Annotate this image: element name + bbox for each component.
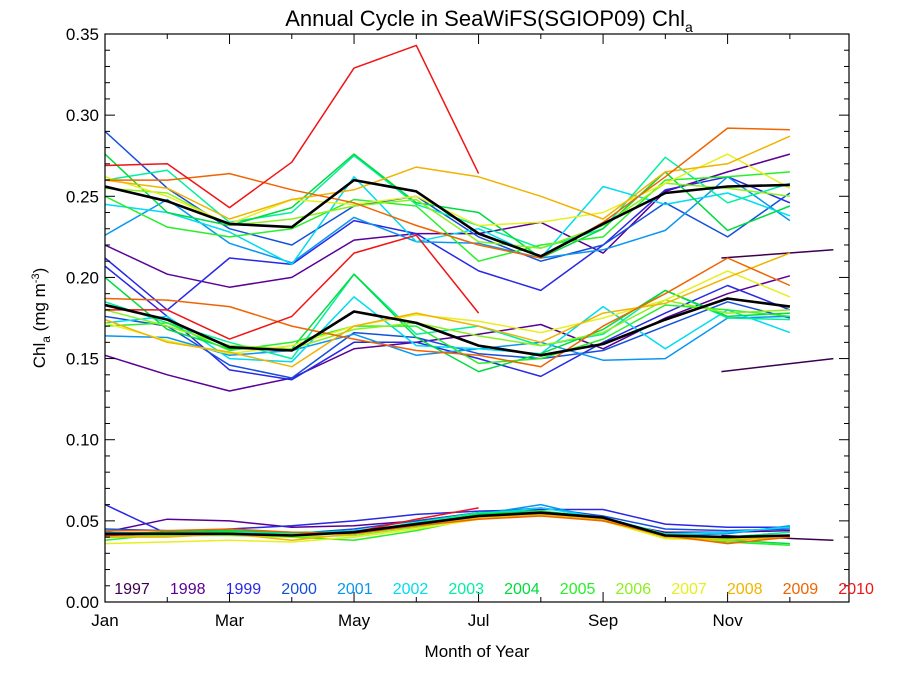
series-line-1999-1 xyxy=(105,176,791,311)
y-tick-label: 0.30 xyxy=(66,106,99,125)
legend-item-2009: 2009 xyxy=(783,581,819,598)
series-line-1998-2 xyxy=(105,275,791,392)
y-axis-label-units: (mg m xyxy=(30,283,49,336)
series-line-1997-1 xyxy=(721,249,834,259)
y-tick-label: 0.15 xyxy=(66,350,99,369)
series-line-2007-3 xyxy=(105,513,790,545)
plot-area xyxy=(105,44,834,546)
series-line-2004-2 xyxy=(105,273,790,373)
series-line-mean-3 xyxy=(105,511,790,539)
tick-layer: 0.00 0.05 0.10 0.15 0.20 0.25 0.30 0.35 Jan Mar Ma… xyxy=(66,25,849,630)
legend-item-2006: 2006 xyxy=(616,581,652,598)
y-axis-label-exponent: -3 xyxy=(30,273,42,283)
series-line-2004-1 xyxy=(105,153,791,259)
x-tick-label: May xyxy=(338,611,371,630)
series-line-2007-2 xyxy=(105,270,791,355)
legend: 1997 1998 1999 2000 2001 2002 2003 2004 2005 2006… xyxy=(114,581,874,598)
y-tick-label: 0.10 xyxy=(66,431,99,450)
series-line-2010-1 xyxy=(105,44,480,209)
x-tick-label: Jul xyxy=(468,611,490,630)
chart-title: Annual Cycle in SeaWiFS(SGIOP09) Chla xyxy=(285,6,693,35)
series-line-2008-1 xyxy=(105,135,791,220)
y-axis-label-subscript: a xyxy=(39,336,53,343)
series-line-2005-2 xyxy=(105,304,790,365)
x-tick-label: Mar xyxy=(215,611,245,630)
series-line-mean-2 xyxy=(105,297,791,357)
series-2010 xyxy=(105,44,480,537)
series-line-mean-1 xyxy=(105,178,790,258)
series-line-2009-2 xyxy=(105,257,791,368)
series-line-2009-1 xyxy=(105,127,790,259)
y-tick-label: 0.00 xyxy=(66,593,99,612)
legend-item-2001: 2001 xyxy=(337,581,373,598)
legend-item-1998: 1998 xyxy=(170,581,206,598)
series-line-1997-2 xyxy=(721,357,834,373)
legend-item-1997: 1997 xyxy=(114,581,150,598)
chart-title-subscript: a xyxy=(685,19,693,35)
y-tick-label: 0.35 xyxy=(66,25,99,44)
series-line-1999-2 xyxy=(105,265,791,381)
x-tick-label: Nov xyxy=(712,611,743,630)
legend-item-2005: 2005 xyxy=(560,581,596,598)
series-2006 xyxy=(105,182,790,540)
series-1997 xyxy=(721,249,834,542)
series-line-2008-2 xyxy=(105,252,791,368)
x-tick-label: Sep xyxy=(588,611,618,630)
series-layer xyxy=(105,44,834,546)
legend-item-2003: 2003 xyxy=(448,581,484,598)
x-axis-label: Month of Year xyxy=(425,642,530,661)
legend-item-2010: 2010 xyxy=(838,581,874,598)
series-line-2010-2 xyxy=(105,234,480,340)
legend-item-2007: 2007 xyxy=(671,581,707,598)
y-tick-label: 0.20 xyxy=(66,268,99,287)
x-tick-label: Jan xyxy=(91,611,118,630)
y-axis-label-main: Chl xyxy=(30,343,49,369)
legend-item-2004: 2004 xyxy=(504,581,540,598)
legend-item-1999: 1999 xyxy=(226,581,262,598)
y-tick-label: 0.05 xyxy=(66,512,99,531)
legend-item-2008: 2008 xyxy=(727,581,763,598)
legend-item-2002: 2002 xyxy=(393,581,429,598)
plot-frame xyxy=(104,33,850,603)
series-line-2000-1 xyxy=(105,130,791,262)
series-2001 xyxy=(105,176,791,538)
y-tick-label: 0.25 xyxy=(66,187,99,206)
chart-title-main: Annual Cycle in SeaWiFS(SGIOP09) Chl xyxy=(285,6,685,31)
y-axis-label: Chla (mg m-3) xyxy=(30,268,53,369)
legend-item-2000: 2000 xyxy=(281,581,317,598)
y-axis-label-close: ) xyxy=(30,268,49,274)
series-mean xyxy=(105,178,791,539)
series-line-2005-1 xyxy=(105,171,790,262)
